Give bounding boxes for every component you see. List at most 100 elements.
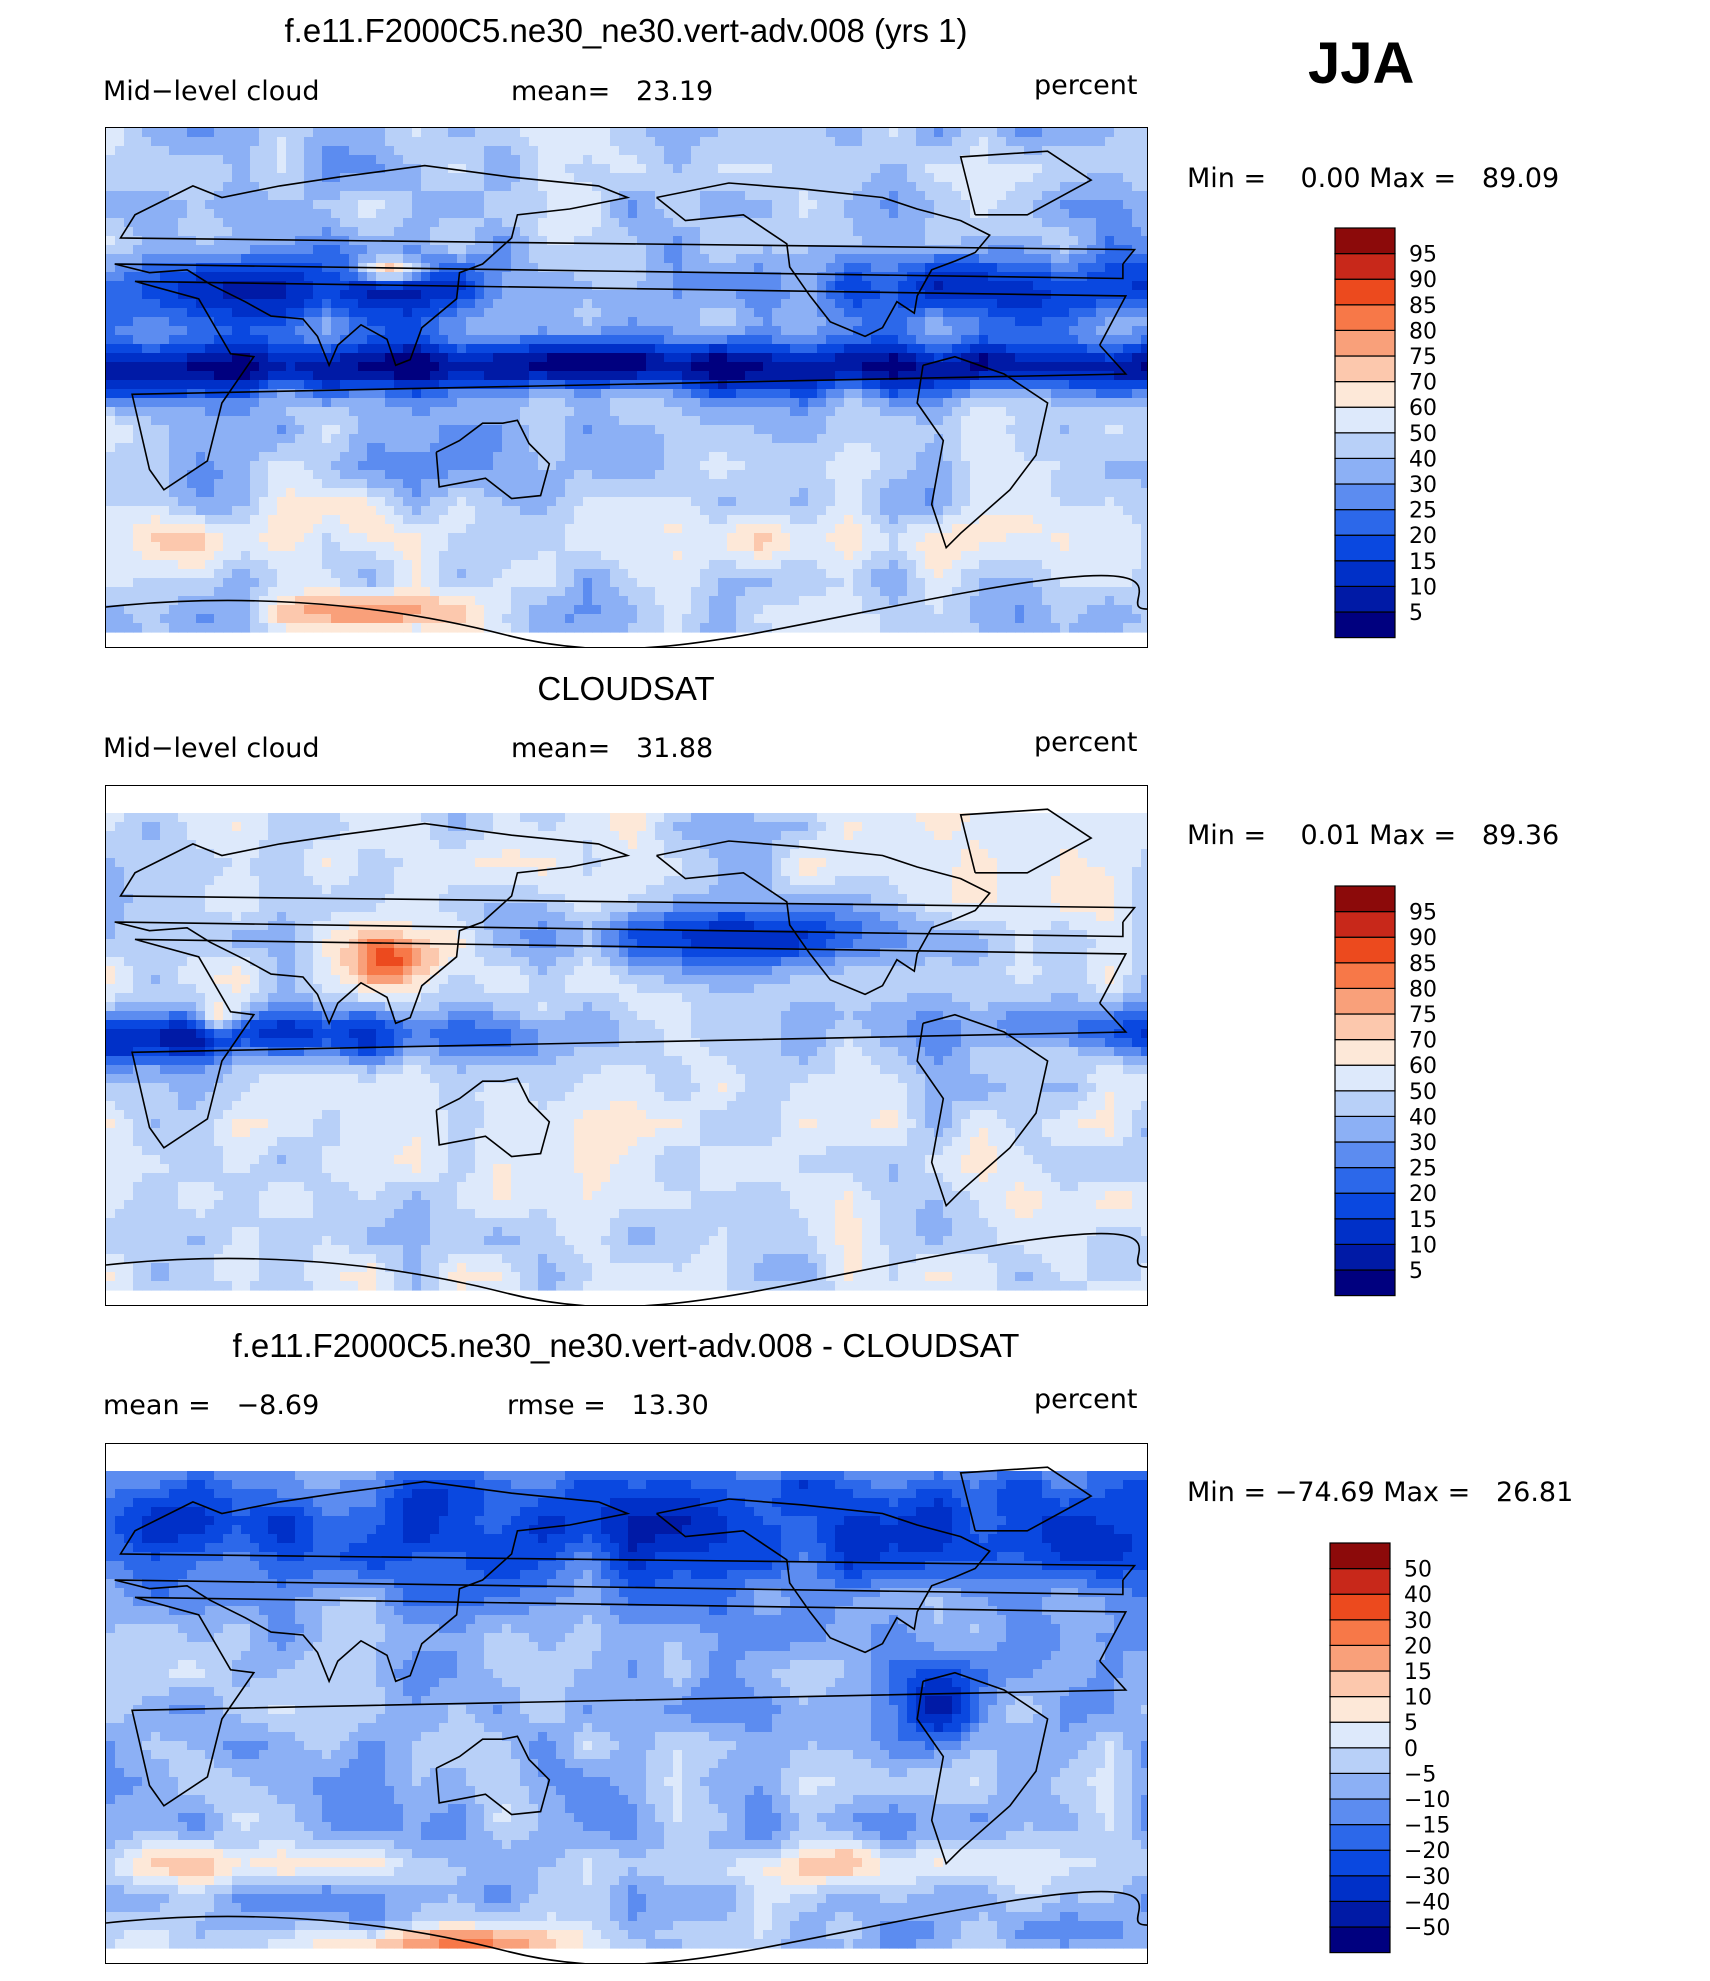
colorbar-box	[1334, 1115, 1396, 1143]
colorbar-box	[1334, 987, 1396, 1015]
min-max-label: Min = −74.69 Max = 26.81	[1187, 1477, 1574, 1508]
colorbar-tick-label: −5	[1404, 1762, 1436, 1787]
colorbar-box	[1329, 1696, 1391, 1723]
colorbar-tick-label: 80	[1409, 977, 1437, 1002]
units-label: percent	[1034, 727, 1138, 758]
colorbar-box	[1329, 1721, 1391, 1749]
colorbar-box	[1334, 560, 1396, 587]
season-label: JJA	[1308, 31, 1415, 96]
colorbar-box	[1334, 406, 1396, 434]
colorbar-tick-label: 95	[1409, 243, 1437, 268]
colorbar-box	[1334, 1141, 1396, 1169]
contour-fill	[106, 813, 1147, 1291]
contour-map	[106, 808, 1147, 1305]
map-field	[105, 127, 1148, 648]
units-label: percent	[1034, 1384, 1138, 1415]
colorbar-tick-label: −15	[1404, 1814, 1450, 1839]
colorbar-box	[1334, 509, 1396, 536]
map-field	[105, 1443, 1148, 1964]
panel-title: f.e11.F2000C5.ne30_ne30.vert-adv.008 - C…	[232, 1327, 1020, 1364]
colorbar-tick-label: 75	[1409, 1003, 1437, 1028]
colorbar-box	[1334, 1064, 1396, 1092]
colorbar-box	[1334, 1039, 1396, 1066]
colorbar-tick-label: 40	[1409, 447, 1437, 472]
colorbar-tick-label: 20	[1409, 524, 1437, 549]
colorbar-box	[1334, 1218, 1396, 1245]
contour-map	[106, 128, 1147, 647]
colorbar-tick-label: 60	[1409, 1054, 1437, 1079]
colorbar-tick-label: 10	[1404, 1686, 1432, 1711]
colorbar-tick-label: 50	[1404, 1558, 1432, 1583]
colorbar-box	[1334, 457, 1396, 485]
colorbar-tick-label: 10	[1409, 1233, 1437, 1258]
contour-fill	[106, 1471, 1147, 1949]
colorbar-tick-label: 30	[1409, 473, 1437, 498]
colorbar-tick-label: 75	[1409, 345, 1437, 370]
colorbar-tick-label: 30	[1409, 1131, 1437, 1156]
colorbar-tick-label: 50	[1409, 422, 1437, 447]
colorbar-tick-label: −30	[1404, 1865, 1450, 1890]
colorbar-box	[1329, 1824, 1391, 1851]
mean-label: mean = −8.69	[103, 1390, 320, 1421]
field-label: Mid−level cloud	[103, 733, 320, 764]
colorbar-tick-label: 20	[1409, 1182, 1437, 1207]
colorbar-box	[1334, 278, 1396, 306]
rmse-label: rmse = 13.30	[507, 1390, 709, 1421]
colorbar-box	[1329, 1900, 1391, 1928]
colorbar-tick-label: 60	[1409, 396, 1437, 421]
colorbar-box	[1329, 1798, 1391, 1826]
colorbar-box	[1334, 483, 1396, 511]
contour-map	[106, 1466, 1147, 1963]
min-max-label: Min = 0.01 Max = 89.36	[1187, 820, 1560, 851]
colorbar-box	[1329, 1619, 1391, 1647]
colorbar-tick-label: −40	[1404, 1890, 1450, 1915]
colorbar-tick-label: 30	[1404, 1609, 1432, 1634]
colorbar-box	[1334, 534, 1396, 562]
colorbar-box	[1329, 1875, 1391, 1902]
colorbar-tick-label: 90	[1409, 268, 1437, 293]
coastlines	[106, 1466, 1147, 1963]
min-max-label: Min = 0.00 Max = 89.09	[1187, 163, 1560, 194]
colorbar-box	[1329, 1849, 1391, 1877]
colorbar-box	[1334, 355, 1396, 383]
colorbar-box	[1334, 1243, 1396, 1271]
colorbar-box	[1334, 253, 1396, 280]
colorbar-tick-label: 70	[1409, 1029, 1437, 1054]
colorbar-box	[1334, 381, 1396, 408]
colorbar-tick-label: 95	[1409, 901, 1437, 926]
colorbar-box	[1334, 1167, 1396, 1194]
colorbar-tick-label: 5	[1409, 1259, 1423, 1284]
colorbar-tick-label: 50	[1409, 1080, 1437, 1105]
colorbar-box	[1334, 1013, 1396, 1041]
colorbar-tick-label: 40	[1409, 1105, 1437, 1130]
colorbar-box	[1329, 1747, 1391, 1775]
colorbar-tick-label: −10	[1404, 1788, 1450, 1813]
colorbar-tick-label: −20	[1404, 1839, 1450, 1864]
panel-title: f.e11.F2000C5.ne30_ne30.vert-adv.008 (yr…	[284, 12, 968, 49]
coastlines	[106, 808, 1147, 1305]
coastlines	[106, 150, 1147, 647]
colorbar-tick-label: 70	[1409, 371, 1437, 396]
colorbar-tick-label: 20	[1404, 1634, 1432, 1659]
colorbar-tick-label: 25	[1409, 499, 1437, 524]
colorbar: 50 40 30 20 15 10 5 0 −5 −10 −15 −20 −30 −40 −50	[1329, 1542, 1480, 1955]
colorbar-tick-label: −50	[1404, 1916, 1450, 1941]
colorbar-tick-label: 90	[1409, 926, 1437, 951]
colorbar-box	[1334, 611, 1396, 639]
colorbar-tick-label: 15	[1409, 550, 1437, 575]
units-label: percent	[1034, 70, 1138, 101]
field-label: Mid−level cloud	[103, 76, 320, 107]
mean-label: mean= 23.19	[511, 76, 714, 107]
colorbar-tick-label: 10	[1409, 575, 1437, 600]
colorbar-box	[1329, 1593, 1391, 1621]
colorbar: 95 90 85 80 75 70 60 50 40 30 25 20 15 10 5	[1334, 227, 1475, 640]
colorbar-box	[1329, 1644, 1391, 1672]
colorbar-tick-label: 15	[1404, 1660, 1432, 1685]
colorbar-tick-label: 85	[1409, 294, 1437, 319]
colorbar-box	[1334, 962, 1396, 990]
map-field	[105, 785, 1148, 1306]
colorbar-box	[1334, 1269, 1396, 1297]
colorbar-box	[1334, 329, 1396, 357]
colorbar-box	[1334, 432, 1396, 460]
colorbar-box	[1334, 1090, 1396, 1118]
